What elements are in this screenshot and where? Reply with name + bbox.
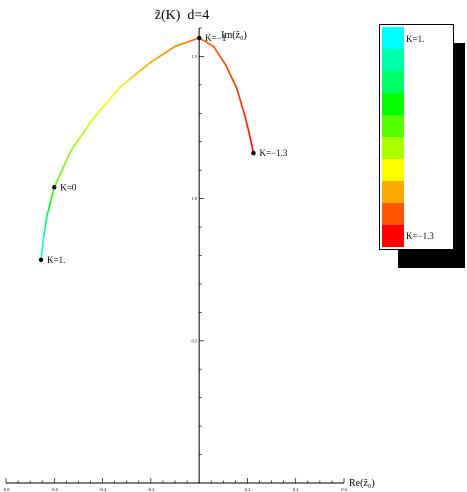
curve-segment <box>242 110 246 117</box>
annotation-point <box>196 35 202 41</box>
x-tick-label: -0.8 <box>2 487 10 492</box>
curve-segment <box>46 210 50 217</box>
curve-segment <box>118 82 126 89</box>
legend-swatch <box>382 225 404 247</box>
legend-swatch <box>382 181 404 203</box>
curve-segment <box>59 167 64 176</box>
curve-segment <box>49 195 53 203</box>
curve-segment <box>144 61 152 68</box>
annotation-label: K=−1.3 <box>259 148 287 158</box>
legend-color-bar <box>382 27 404 247</box>
y-tick-label: 1.0 <box>192 196 198 201</box>
color-legend: K=1. K=−1.3 <box>379 24 454 250</box>
y-tick-label: 0.5 <box>192 338 198 343</box>
curve-segment <box>241 105 245 113</box>
annotation-label: K=1. <box>47 255 65 265</box>
curve-segment <box>51 191 54 198</box>
x-tick-label: -0.2 <box>147 487 154 492</box>
x-tick-label: 0.2 <box>245 487 251 492</box>
legend-bottom-label: K=−1.3 <box>406 231 434 241</box>
annotation-marks: K=1. K=0 K=−1 K=−1.3 <box>38 33 288 265</box>
annotation-label: K=0 <box>60 182 77 192</box>
legend-top-label: K=1. <box>406 34 425 44</box>
x-tick-label: 0.4 <box>293 487 299 492</box>
curve-segment <box>67 149 72 158</box>
curve-segment <box>61 161 67 170</box>
legend-swatch <box>382 137 404 159</box>
x-tick-label: -0.6 <box>51 487 59 492</box>
curve-segment <box>84 123 91 131</box>
x-tick-label: 0.6 <box>341 487 347 492</box>
annotation-point <box>38 257 44 262</box>
curve-segment <box>70 144 76 152</box>
chart-title: z̃0(K) d=4 <box>155 8 210 23</box>
curve-segment <box>74 139 80 146</box>
legend-swatch <box>382 71 404 93</box>
annotation-point <box>52 185 57 190</box>
curve-segment <box>64 155 70 164</box>
curve-segment <box>237 91 241 98</box>
curve-segment <box>105 97 112 105</box>
legend-swatch <box>382 27 404 49</box>
legend-swatch <box>382 93 404 115</box>
y-tick-label: 1.5 <box>192 54 198 59</box>
x-axis-label: Re(z̃₀) <box>349 478 375 489</box>
annotation-label: K=−1 <box>205 33 226 43</box>
curve-segment <box>100 102 107 110</box>
curve-segment <box>139 65 147 72</box>
curve-segment <box>92 112 99 120</box>
curve-segment <box>48 200 52 208</box>
curve-segment <box>81 128 87 136</box>
data-curve <box>40 37 255 261</box>
legend-swatch <box>382 159 404 181</box>
curve-segment <box>235 86 239 94</box>
legend-swatch <box>382 115 404 137</box>
curve-segment <box>109 92 116 99</box>
annotation-point <box>251 150 256 156</box>
curve-segment <box>77 133 83 141</box>
legend-swatch <box>382 203 404 225</box>
curve-segment <box>96 107 103 115</box>
legend-swatch <box>382 49 404 71</box>
axes: -0.8 -0.6 -0.4 -0.2 0.2 0.4 0.6 0.5 1.0 1.5 <box>2 27 348 492</box>
curve-segment <box>88 118 94 126</box>
curve-segment <box>134 69 142 76</box>
x-tick-label: -0.4 <box>99 487 107 492</box>
y-axis-label: Im(z̃₀) <box>221 30 247 41</box>
curve-segment <box>238 96 242 103</box>
curve-segment <box>129 74 136 80</box>
curve-segment <box>114 86 121 94</box>
curve-segment <box>47 205 51 212</box>
curve-segment <box>56 174 61 182</box>
curve-segment <box>239 101 243 108</box>
curve-segment <box>123 78 131 85</box>
